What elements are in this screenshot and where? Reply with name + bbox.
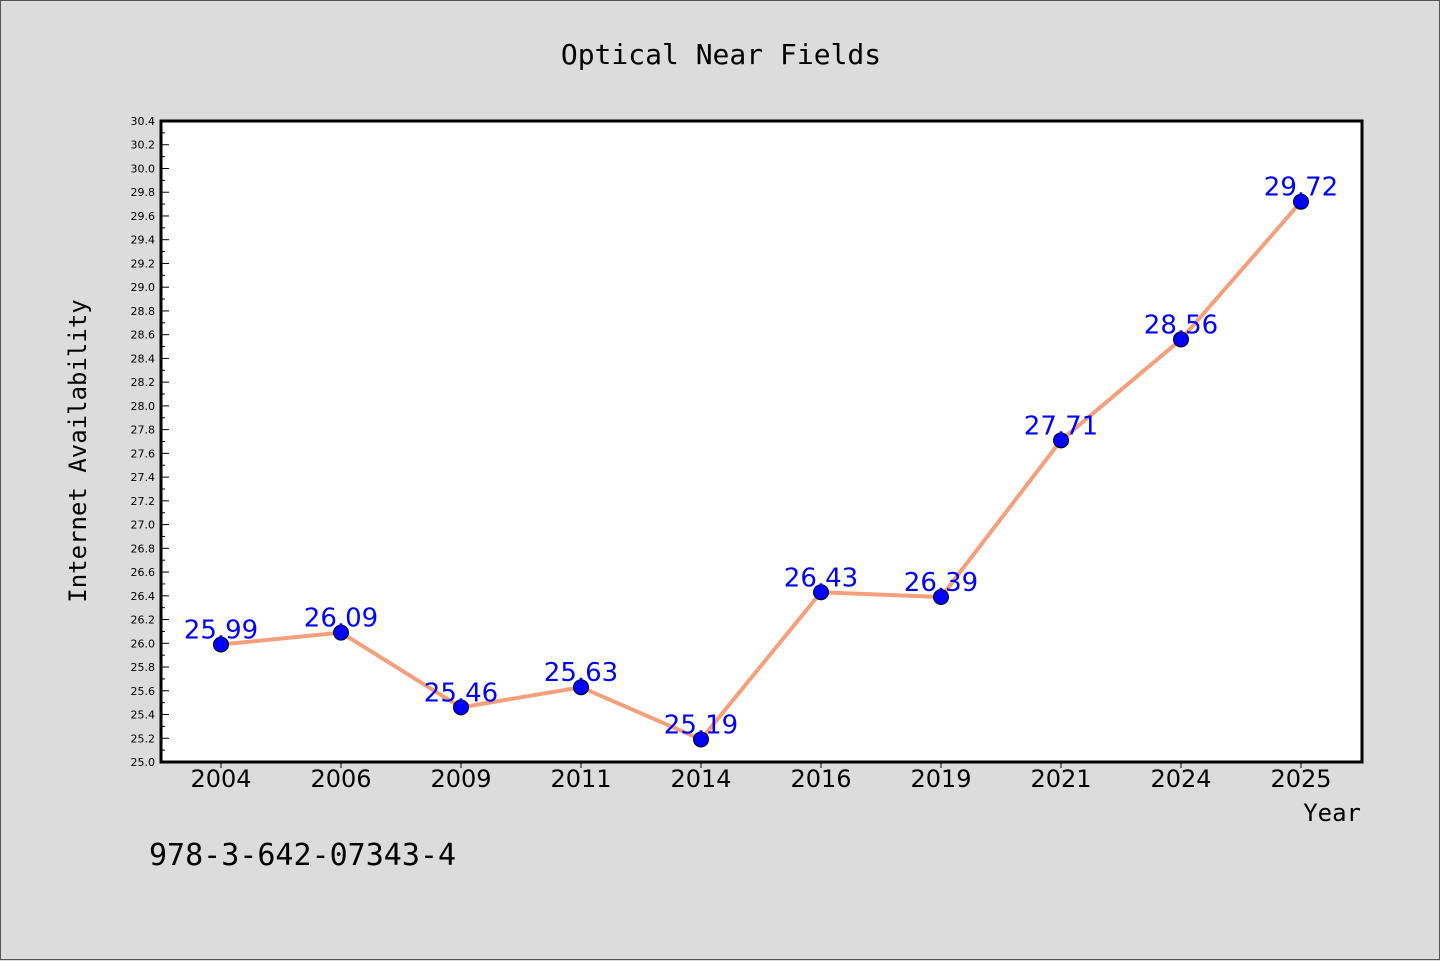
- y-tick-label: 28.6: [131, 329, 156, 342]
- x-tick-label: 2014: [670, 765, 731, 793]
- data-label: 25.46: [424, 678, 498, 708]
- y-tick-label: 25.8: [131, 661, 156, 674]
- y-tick-label: 28.4: [131, 352, 156, 365]
- series-markers: [213, 193, 1309, 748]
- y-axis-label: Internet Availability: [64, 299, 92, 602]
- y-tick-label: 29.2: [131, 257, 156, 270]
- data-label: 26.09: [304, 604, 378, 634]
- x-tick-label: 2025: [1270, 765, 1331, 793]
- y-tick-label: 26.2: [131, 614, 156, 627]
- y-tick-label: 27.4: [131, 471, 156, 484]
- data-label: 26.43: [784, 563, 858, 593]
- x-tick-label: 2016: [790, 765, 851, 793]
- x-axis-ticks: 2004 2006 2009 2011 2014 2016 2019 2021 2024 2025: [190, 762, 1332, 793]
- y-tick-label: 29.6: [131, 210, 156, 223]
- y-tick-label: 28.2: [131, 376, 156, 389]
- data-label: 27.71: [1024, 411, 1098, 441]
- data-point-marker: [813, 584, 829, 601]
- data-label: 26.39: [904, 568, 978, 598]
- y-tick-label: 26.0: [131, 637, 156, 650]
- y-tick-label: 27.6: [131, 447, 156, 460]
- x-tick-label: 2024: [1150, 765, 1211, 793]
- y-tick-label: 29.4: [131, 234, 156, 247]
- data-point-marker: [333, 624, 349, 641]
- data-label: 25.99: [184, 615, 258, 645]
- data-point-marker: [213, 636, 229, 653]
- data-point-marker: [1053, 432, 1069, 449]
- x-tick-label: 2006: [310, 765, 371, 793]
- y-tick-label: 30.0: [131, 162, 156, 175]
- x-tick-label: 2009: [430, 765, 491, 793]
- y-tick-label: 25.0: [131, 756, 156, 769]
- x-tick-label: 2011: [550, 765, 611, 793]
- x-tick-label: 2019: [910, 765, 971, 793]
- data-point-marker: [693, 731, 709, 748]
- x-axis-label: Year: [1303, 799, 1361, 827]
- y-tick-label: 27.0: [131, 519, 156, 532]
- plot-area: [159, 119, 1364, 764]
- x-tick-label: 2004: [190, 765, 251, 793]
- y-tick-label: 29.0: [131, 281, 156, 294]
- data-label: 29.72: [1264, 173, 1338, 203]
- data-label: 28.56: [1144, 310, 1218, 340]
- y-axis-ticks: 25.0 25.2 25.4 25.6 25.8 26.0 26.2 26.4 26.6 26.8…: [131, 115, 169, 769]
- y-tick-label: 26.4: [131, 590, 156, 603]
- y-tick-label: 28.0: [131, 400, 156, 413]
- y-tick-label: 26.8: [131, 542, 156, 555]
- y-tick-label: 27.8: [131, 424, 156, 437]
- data-label: 25.63: [544, 658, 618, 688]
- data-point-marker: [1173, 331, 1189, 348]
- data-point-marker: [573, 679, 589, 696]
- y-tick-label: 26.6: [131, 566, 156, 579]
- isbn-annotation: 978-3-642-07343-4: [149, 838, 456, 873]
- data-point-marker: [453, 699, 469, 716]
- series-polyline: [220, 200, 1303, 742]
- y-tick-label: 30.4: [131, 115, 156, 128]
- chart-title: Optical Near Fields: [561, 38, 881, 71]
- y-tick-label: 30.2: [131, 139, 156, 152]
- data-point-marker: [1293, 193, 1309, 210]
- y-tick-label: 29.8: [131, 186, 156, 199]
- x-tick-label: 2021: [1030, 765, 1091, 793]
- data-labels: 25.99 26.09 25.46 25.63 25.19 26.43 26.39 27.71…: [184, 173, 1338, 741]
- y-tick-label: 25.2: [131, 732, 156, 745]
- y-tick-label: 25.6: [131, 685, 156, 698]
- y-tick-label: 27.2: [131, 495, 156, 508]
- data-point-marker: [933, 589, 949, 606]
- series-line: [220, 200, 1303, 742]
- y-tick-label: 25.4: [131, 709, 156, 722]
- y-tick-label: 28.8: [131, 305, 156, 318]
- data-label: 25.19: [664, 710, 738, 740]
